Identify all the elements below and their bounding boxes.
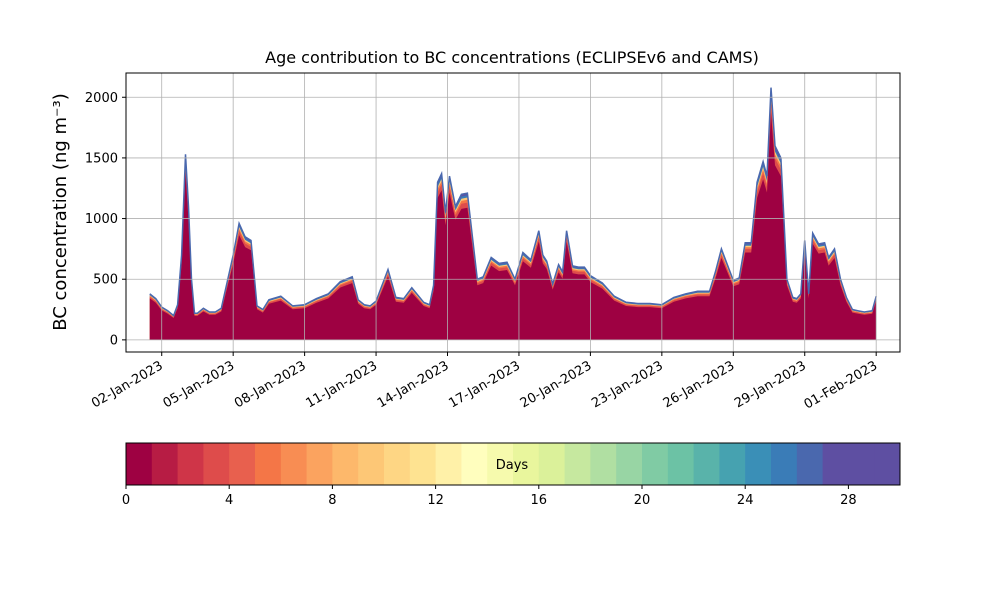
colorbar-segment (564, 443, 591, 485)
colorbar-segment (874, 443, 901, 485)
colorbar-tick-label: 4 (225, 493, 233, 508)
colorbar-segment (642, 443, 669, 485)
x-tick-label: 01-Feb-2023 (802, 358, 881, 412)
plot-area: 0 500 1000 1500 2000 02-Jan-202305-Jan-202308… (85, 72, 901, 412)
colorbar-segment (538, 443, 566, 485)
colorbar-segment (384, 443, 411, 485)
y-tick-label: 1000 (85, 212, 118, 227)
colorbar-segment (719, 443, 746, 485)
colorbar-segment (332, 443, 359, 485)
colorbar-tick-label: 12 (427, 493, 444, 508)
y-tick-label: 0 (110, 333, 118, 348)
x-tick-label: 20-Jan-2023 (518, 358, 595, 411)
colorbar-segment (358, 443, 385, 485)
colorbar-segment (306, 443, 333, 485)
chart-title: Age contribution to BC concentrations (E… (265, 48, 759, 67)
colorbar-segment (435, 443, 462, 485)
y-axis-label: BC concentration (ng m⁻³) (50, 93, 71, 331)
colorbar-tick-label: 8 (328, 493, 336, 508)
colorbar-segment (771, 443, 798, 485)
colorbar-segment (461, 443, 488, 485)
colorbar-segment (177, 443, 204, 485)
x-tick-label: 02-Jan-2023 (89, 358, 166, 411)
colorbar-segment (126, 443, 153, 485)
x-tick-label: 29-Jan-2023 (732, 358, 809, 411)
colorbar-tick-label: 20 (634, 493, 651, 508)
x-tick-label: 11-Jan-2023 (303, 358, 380, 411)
colorbar-tick-label: 16 (531, 493, 548, 508)
colorbar: 0 4 8 12 16 20 24 28 (122, 442, 901, 508)
y-tick-label: 2000 (85, 91, 118, 106)
y-tick-label: 500 (93, 273, 118, 288)
colorbar-segment (822, 443, 849, 485)
x-tick-label: 14-Jan-2023 (375, 358, 452, 411)
colorbar-tick-label: 28 (840, 493, 857, 508)
colorbar-segment (487, 443, 514, 485)
colorbar-segment (745, 443, 772, 485)
colorbar-segment (280, 443, 308, 485)
area-age-0-2 (149, 112, 877, 340)
colorbar-tick-label: 0 (122, 493, 130, 508)
y-tick-label: 1500 (85, 151, 118, 166)
colorbar-label: Days (496, 458, 529, 473)
colorbar-segment (693, 443, 720, 485)
x-tick-label: 05-Jan-2023 (161, 358, 238, 411)
x-tick-label: 23-Jan-2023 (589, 358, 666, 411)
colorbar-segment (848, 443, 875, 485)
x-tick-label: 26-Jan-2023 (661, 358, 738, 411)
colorbar-segment (229, 443, 256, 485)
colorbar-segment (409, 443, 437, 485)
colorbar-segment (616, 443, 643, 485)
colorbar-segment (203, 443, 230, 485)
colorbar-segment (590, 443, 617, 485)
colorbar-segment (796, 443, 824, 485)
colorbar-segment (513, 443, 540, 485)
colorbar-segment (667, 443, 695, 485)
plot-frame (125, 72, 901, 353)
colorbar-frame (125, 442, 901, 486)
colorbar-segment (255, 443, 282, 485)
colorbar-tick-label: 24 (737, 493, 754, 508)
x-tick-label: 08-Jan-2023 (232, 358, 309, 411)
colorbar-segment (151, 443, 179, 485)
x-tick-label: 17-Jan-2023 (446, 358, 523, 411)
